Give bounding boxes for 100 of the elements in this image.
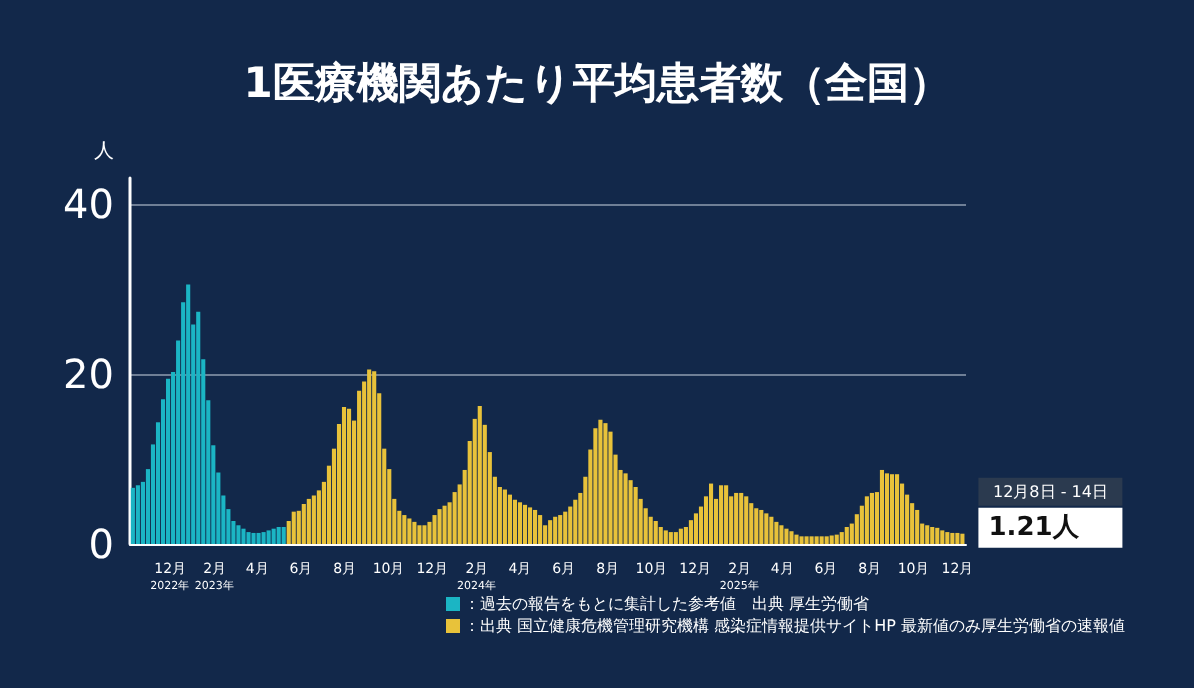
bar bbox=[864, 496, 869, 544]
bar bbox=[829, 535, 834, 544]
bar bbox=[708, 483, 714, 544]
bar bbox=[814, 536, 819, 544]
bar bbox=[603, 423, 608, 544]
annotation: 1.21人 bbox=[988, 512, 1081, 543]
bar bbox=[346, 408, 352, 544]
bar bbox=[834, 534, 839, 544]
bar bbox=[950, 532, 955, 544]
bar bbox=[502, 489, 507, 544]
bar bbox=[884, 473, 890, 544]
bar bbox=[648, 516, 653, 544]
bar bbox=[839, 532, 844, 544]
bar bbox=[135, 485, 140, 544]
bar bbox=[432, 515, 437, 544]
bar bbox=[256, 532, 261, 544]
bar bbox=[412, 521, 417, 544]
bar bbox=[372, 371, 377, 544]
bar bbox=[527, 507, 533, 544]
bar bbox=[281, 526, 286, 544]
bar bbox=[809, 536, 814, 544]
bar bbox=[889, 474, 895, 544]
bar bbox=[251, 532, 256, 544]
bar bbox=[930, 526, 935, 544]
bar bbox=[276, 526, 281, 544]
bar bbox=[774, 521, 779, 544]
bar bbox=[910, 503, 915, 544]
bar bbox=[749, 503, 754, 544]
bar bbox=[673, 532, 678, 544]
bar bbox=[533, 509, 538, 544]
bar bbox=[925, 525, 930, 544]
bar bbox=[316, 490, 321, 544]
bar bbox=[608, 431, 613, 544]
bar bbox=[598, 419, 603, 544]
bar bbox=[522, 504, 528, 544]
bar bbox=[407, 518, 412, 544]
bar bbox=[296, 510, 301, 544]
bar bbox=[261, 532, 266, 544]
bar bbox=[573, 499, 578, 544]
bar bbox=[623, 473, 628, 544]
y-tick-label: 0 bbox=[88, 520, 114, 568]
bar bbox=[427, 521, 432, 544]
bar bbox=[266, 530, 271, 544]
bar bbox=[688, 520, 693, 544]
bar bbox=[633, 486, 638, 544]
bar bbox=[734, 492, 739, 544]
bar bbox=[658, 526, 663, 544]
y-tick-label: 20 bbox=[63, 349, 114, 398]
bar bbox=[548, 520, 553, 544]
bar bbox=[553, 516, 558, 544]
bar bbox=[854, 514, 859, 544]
bar bbox=[186, 284, 191, 544]
bar bbox=[794, 534, 799, 544]
bar bbox=[517, 502, 523, 544]
bar bbox=[271, 528, 276, 544]
bar bbox=[683, 526, 688, 544]
bar bbox=[512, 499, 518, 544]
bar bbox=[568, 506, 573, 544]
bar bbox=[507, 494, 512, 544]
bar bbox=[130, 487, 135, 544]
bar bbox=[719, 485, 724, 544]
bar bbox=[879, 469, 885, 544]
chart-title: 1医療機関あたり平均患者数（全国） bbox=[243, 59, 951, 107]
bar bbox=[945, 532, 950, 544]
bar bbox=[241, 528, 246, 544]
bar bbox=[477, 406, 482, 544]
bar bbox=[653, 521, 658, 544]
y-tick-label: 40 bbox=[63, 179, 114, 228]
bar bbox=[844, 526, 849, 544]
bar bbox=[940, 530, 945, 544]
annotation: 12月8日 - 14日 bbox=[992, 482, 1108, 501]
bar bbox=[824, 536, 829, 544]
bar bbox=[301, 504, 306, 544]
bar bbox=[442, 505, 447, 544]
bar bbox=[166, 378, 171, 544]
bar bbox=[628, 480, 633, 544]
bar bbox=[759, 509, 764, 544]
bar bbox=[196, 311, 201, 544]
bar bbox=[422, 525, 427, 544]
bar bbox=[789, 531, 794, 544]
bar bbox=[915, 509, 920, 544]
bar bbox=[894, 474, 900, 544]
bar bbox=[367, 369, 372, 544]
bar bbox=[724, 485, 729, 544]
bar bbox=[955, 532, 960, 544]
bar bbox=[246, 532, 251, 544]
bar bbox=[417, 525, 422, 544]
bar bbox=[663, 530, 668, 544]
bar bbox=[769, 516, 774, 544]
bar bbox=[935, 527, 940, 544]
bar bbox=[291, 511, 296, 544]
bar bbox=[311, 495, 316, 544]
bar bbox=[779, 525, 784, 544]
bar bbox=[437, 509, 442, 544]
bar bbox=[804, 536, 809, 544]
bar bbox=[236, 525, 241, 544]
bar bbox=[754, 508, 759, 544]
bar bbox=[593, 428, 598, 544]
bar bbox=[799, 536, 804, 544]
bar bbox=[693, 513, 699, 544]
